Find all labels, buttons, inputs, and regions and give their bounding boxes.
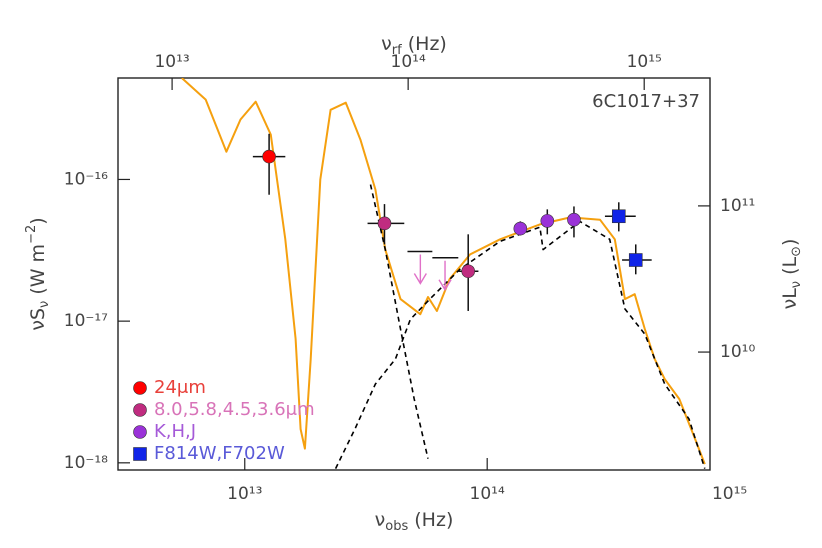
y-axis-title-part: ) <box>27 217 49 224</box>
x2-axis-title-part: (Hz) <box>402 33 447 55</box>
legend-label: 24μm <box>154 377 206 398</box>
y2-axis-title-part: (L <box>779 257 801 281</box>
y-tick-label: 10⁻¹⁶ <box>64 169 108 189</box>
y2-tick-label: 10¹¹ <box>720 196 755 216</box>
y2-axis-title-part: ⊙ <box>789 246 804 257</box>
model-line <box>369 184 429 459</box>
plot-area <box>181 78 706 469</box>
data-point <box>611 209 626 224</box>
x-axis-title-part: (Hz) <box>408 509 453 531</box>
x-axis-title-part: ν <box>375 509 386 531</box>
legend-label: 8.0,5.8,4.5,3.6μm <box>154 399 315 420</box>
data-point <box>567 212 581 227</box>
y-axis-title-part: ν <box>37 301 52 308</box>
y2-tick-label: 10¹⁰ <box>720 342 755 362</box>
plot-frame <box>117 77 711 471</box>
y2-axis-title: νLν (L⊙) <box>779 239 804 310</box>
legend-marker <box>133 447 147 461</box>
data-point <box>262 149 276 164</box>
x2-tick-label: 10¹⁵ <box>627 52 662 72</box>
y-axis-title: νSν (W m−2) <box>24 217 52 330</box>
y-tick-label: 10⁻¹⁷ <box>64 311 108 331</box>
y-tick-label: 10⁻¹⁸ <box>64 453 108 473</box>
x-axis-title: νobs (Hz) <box>375 509 454 534</box>
x2-axis-title-part: ν <box>381 33 392 55</box>
y2-axis-title-part: ν <box>789 281 804 288</box>
upper-limit-arrow <box>413 254 427 285</box>
x-tick-label: 10¹³ <box>227 484 262 504</box>
y2-axis-title-part: νL <box>779 288 801 310</box>
x2-axis-title: νrf (Hz) <box>381 33 447 58</box>
x2-tick-label: 10¹⁴ <box>391 52 426 72</box>
annotation: 6C1017+37 <box>592 91 700 112</box>
data-point <box>540 214 555 228</box>
x2-axis-title-part: rf <box>392 43 402 58</box>
x-axis-title-part: obs <box>385 519 408 534</box>
y-axis-title-part: −2 <box>24 225 39 244</box>
y-axis-title-part: νS <box>27 308 49 331</box>
y2-axis-title-part: ) <box>779 239 801 246</box>
data-point <box>461 264 476 279</box>
data-point <box>513 221 528 236</box>
legend-marker <box>133 425 147 439</box>
legend-marker <box>133 381 147 395</box>
x-tick-label: 10¹⁵ <box>712 484 747 504</box>
data-point <box>628 253 643 267</box>
legend-label: K,H,J <box>154 421 196 442</box>
upper-limit-arrow <box>438 260 452 292</box>
model-line <box>181 78 706 465</box>
y-axis-title-part: (W m <box>27 244 49 301</box>
legend-marker <box>133 403 147 417</box>
x2-tick-label: 10¹³ <box>154 52 189 72</box>
x-tick-label: 10¹⁴ <box>470 484 505 504</box>
legend-label: F814W,F702W <box>154 443 285 464</box>
data-point <box>377 216 392 231</box>
